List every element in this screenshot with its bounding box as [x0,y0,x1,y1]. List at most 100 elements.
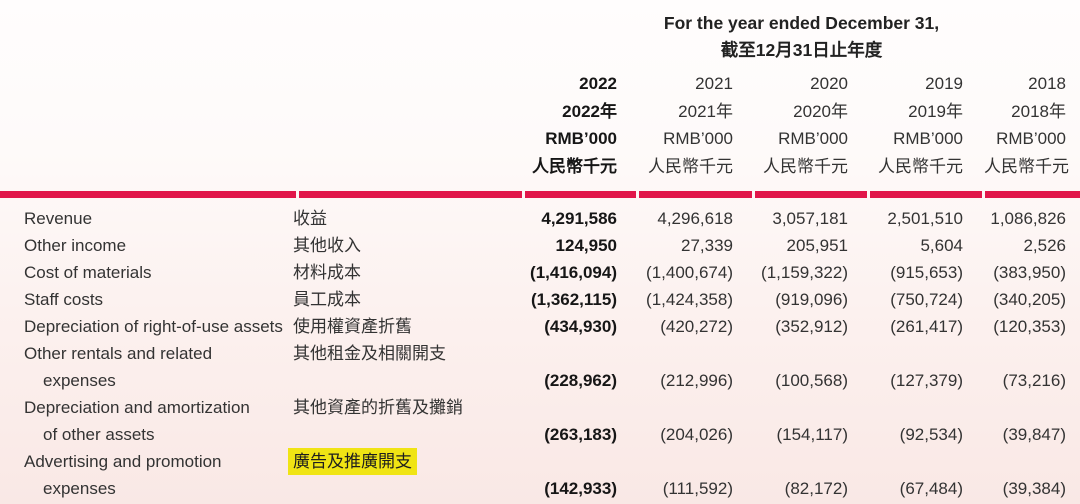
table-row: Depreciation of right-of-use assets 使用權資產… [0,313,1080,340]
column-headers: 2022 2022年 RMB’000 人民幣千元 2021 2021年 RMB’… [0,70,1080,180]
value-cell: (1,424,358) [646,290,733,309]
row-label-en: Depreciation of right-of-use assets [24,317,283,336]
table-row: Other income 其他收入 124,950 27,339 205,951 5,60… [0,232,1080,259]
row-label-en: Advertising and promotion [24,452,222,471]
row-label-en-continued: expenses [43,371,116,390]
row-label-en-continued: expenses [43,479,116,498]
column-unit-zh: 人民幣千元 [984,156,1069,176]
value-cell: 2,501,510 [887,209,963,228]
column-year: 2018 [1028,74,1066,93]
row-label-en: Depreciation and amortization [24,398,250,417]
value-cell: (82,172) [784,479,848,498]
value-cell [523,394,638,421]
value-cell [638,448,754,475]
column-year: 2021 [695,74,733,93]
value-cell [754,448,869,475]
column-unit: RMB’000 [545,129,617,148]
value-cell: (1,400,674) [646,263,733,282]
value-cell: (434,930) [544,317,617,336]
value-cell: 4,296,618 [657,209,733,228]
row-label-en: Other rentals and related [24,344,213,363]
value-cell [869,340,984,367]
value-cell: (420,272) [660,317,733,336]
value-cell: (39,384) [1002,479,1066,498]
column-unit: RMB’000 [663,129,733,148]
value-cell: 1,086,826 [990,209,1066,228]
row-label-en: Staff costs [24,290,104,309]
value-cell: (263,183) [544,425,617,444]
column-unit: RMB’000 [893,129,963,148]
row-label-zh: 使用權資產折舊 [293,317,412,336]
value-cell: (67,484) [899,479,963,498]
row-label-zh: 其他資產的折舊及攤銷 [293,398,463,417]
value-cell [984,448,1080,475]
red-rule-segment [525,191,636,198]
red-rule-segment [985,191,1080,198]
red-rule-segment [0,191,296,198]
value-cell: (39,847) [1002,425,1066,444]
value-cell: 27,339 [681,236,733,255]
value-cell: (1,159,322) [761,263,848,282]
value-cell: (340,205) [993,290,1066,309]
column-header: 2019 2019年 RMB’000 人民幣千元 [869,70,984,180]
value-cell: (1,362,115) [530,290,617,309]
value-cell: 205,951 [786,236,848,255]
value-cell [754,394,869,421]
value-cell: 5,604 [920,236,963,255]
table-row: Staff costs 員工成本 (1,362,115) (1,424,358) (91… [0,286,1080,313]
column-unit-zh: 人民幣千元 [878,156,963,176]
column-unit-zh: 人民幣千元 [648,156,733,176]
value-cell [638,340,754,367]
table-body: Revenue 收益 4,291,586 4,296,618 3,057,181 2,50… [0,205,1080,502]
column-unit-zh: 人民幣千元 [532,156,617,176]
value-cell: (750,724) [890,290,963,309]
column-header: 2022 2022年 RMB’000 人民幣千元 [523,70,638,180]
row-label-en: Revenue [24,209,93,228]
period-title-en: For the year ended December 31, [663,13,940,33]
period-title-zh: 截至12月31日止年度 [720,40,883,60]
value-cell: (92,534) [899,425,963,444]
column-header: 2018 2018年 RMB’000 人民幣千元 [984,70,1080,180]
column-year-zh: 2018年 [1011,101,1066,121]
column-year-zh: 2020年 [793,101,848,121]
value-cell: (212,996) [660,371,733,390]
value-cell: (73,216) [1002,371,1066,390]
column-year-zh: 2022年 [562,101,617,121]
row-label-en: Other income [24,236,127,255]
red-rule-segment [299,191,522,198]
column-year-zh: 2021年 [678,101,733,121]
value-cell: (204,026) [660,425,733,444]
value-cell: (915,653) [890,263,963,282]
value-cell [869,448,984,475]
column-year: 2022 [579,74,617,93]
column-year: 2019 [925,74,963,93]
highlighted-label: 廣告及推廣開支 [288,448,417,475]
column-unit: RMB’000 [778,129,848,148]
table-row: Advertising and promotion 廣告及推廣開支 [0,448,1080,475]
value-cell: (127,379) [890,371,963,390]
table-row: Depreciation and amortization 其他資產的折舊及攤銷 [0,394,1080,421]
row-label-zh: 收益 [293,209,327,228]
row-label-zh: 廣告及推廣開支 [288,448,523,475]
red-rule-segment [639,191,752,198]
period-title: For the year ended December 31, 截至12月31日… [523,10,1080,64]
value-cell [523,448,638,475]
table-row: Revenue 收益 4,291,586 4,296,618 3,057,181 2,50… [0,205,1080,232]
row-label-zh: 其他收入 [293,236,361,255]
value-cell: (111,592) [662,479,733,498]
value-cell: (352,912) [775,317,848,336]
value-cell [754,340,869,367]
row-label-zh: 材料成本 [293,263,361,282]
value-cell [869,394,984,421]
red-rule-segment [870,191,982,198]
column-header: 2020 2020年 RMB’000 人民幣千元 [754,70,869,180]
value-cell: 4,291,586 [541,209,617,228]
value-cell: (919,096) [775,290,848,309]
value-cell: (142,933) [544,479,617,498]
value-cell: (154,117) [776,425,848,444]
table-row: Cost of materials 材料成本 (1,416,094) (1,400,6… [0,259,1080,286]
value-cell: 2,526 [1023,236,1066,255]
row-label-en-continued: of other assets [43,425,155,444]
value-cell: (120,353) [993,317,1066,336]
